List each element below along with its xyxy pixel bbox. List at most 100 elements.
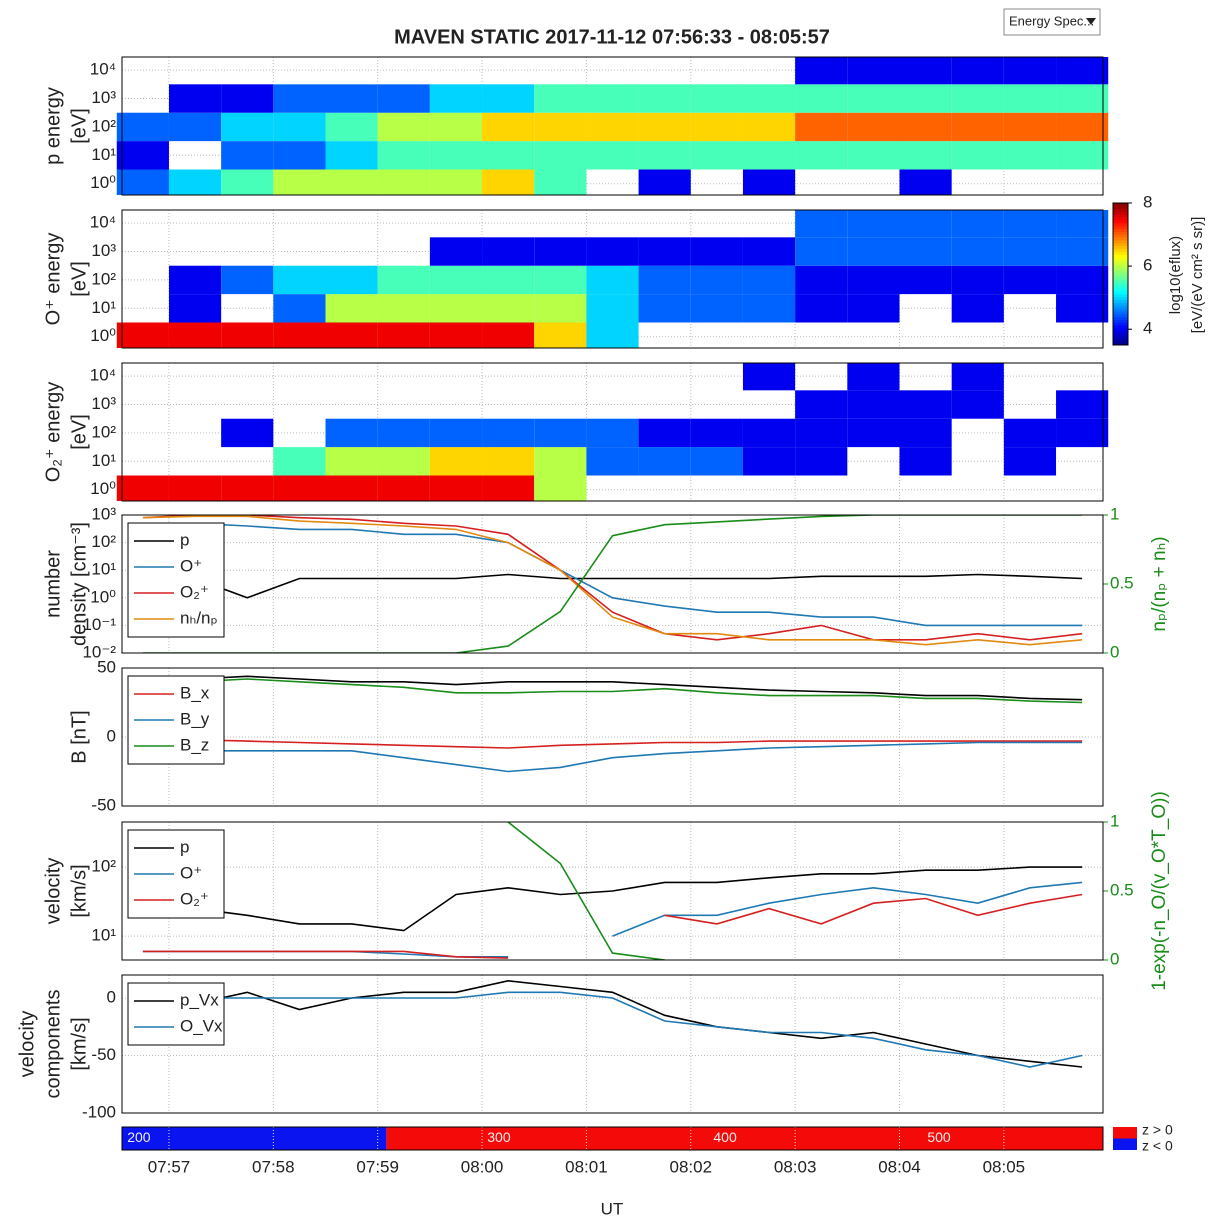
dropdown-box[interactable] [1003,8,1101,36]
heatmap-cell [690,265,743,295]
heatmap-cell [429,237,483,266]
colorbar-swatch [1113,308,1128,312]
orbit-segment [386,1127,1104,1150]
colorbar-swatch [1113,265,1128,269]
heatmap-cell [534,169,587,195]
colorbar-swatch [1113,327,1128,332]
dropdown-arrow[interactable] [1086,18,1096,25]
heatmap-cell [377,475,430,501]
legend-label: nₕ/nₚ [180,608,218,627]
y2-tick-label: 1 [1110,811,1119,830]
heatmap-cell [429,294,483,323]
heatmap-cell [899,141,952,170]
panel-bg [122,975,1103,1113]
y-axis-label: [km/s] [68,1017,90,1070]
heatmap-cell [1003,141,1057,170]
heatmap-cell [1056,237,1109,266]
heatmap-cell [951,112,1004,142]
heatmap-cell [690,447,743,476]
colorbar-swatch [1113,342,1128,346]
heatmap-cell [951,237,1004,266]
heatmap-cell [377,447,430,476]
y-axis-label: [eV] [68,261,90,297]
heatmap-cell [325,294,378,323]
y-tick-label: 0 [107,987,116,1006]
x-tick-label: 08:03 [774,1157,817,1176]
x-tick-label: 07:57 [148,1157,191,1176]
colorbar-swatch [1113,313,1128,318]
heatmap-cell [1056,390,1109,419]
heatmap-cell [951,57,1004,85]
panel-frame [121,56,1104,196]
heatmap-cell [429,84,483,113]
heatmap-cell [899,57,952,85]
heatmap-cell [638,141,691,170]
heatmap-cell [482,169,535,195]
heatmap-cell [586,141,639,170]
series-line [142,866,1083,932]
heatmap-cell [742,265,796,295]
colorbar-swatch [1113,208,1128,213]
heatmap-cell [847,84,900,113]
y-tick-label: 0 [107,726,116,745]
heatmap-cell [795,418,848,448]
legend-label: z > 0 [1142,1122,1173,1138]
panel-frame [121,667,1104,807]
heatmap-cell [795,390,848,419]
y-tick-label: 10² [91,269,116,288]
heatmap-cell [690,418,743,448]
series-line [142,741,1083,773]
colorbar-swatch [1113,276,1128,281]
colorbar-swatch [1113,228,1128,232]
legend: p O⁺ O₂⁺ [127,829,225,919]
heatmap-cell [534,237,587,266]
heatmap-cell [1056,294,1109,323]
dropdown-text[interactable]: Energy Spec... [1009,13,1094,28]
dropdown[interactable]: Energy Spec... [1003,8,1101,36]
heatmap-cell [325,418,378,448]
colorbar-swatch [1113,293,1128,298]
y-tick-label: 10³ [91,88,116,107]
heatmap-cell [742,112,796,142]
heatmap-cell [638,237,691,266]
heatmap-cell [795,141,848,170]
heatmap-cell [273,447,326,476]
y-axis-label: [km/s] [68,864,90,917]
y2-tick-label: 0 [1110,949,1119,968]
legend-label: O₂⁺ [180,889,209,908]
heatmap-cell [742,418,796,448]
heatmap-cell [795,447,848,476]
colorbar-swatch [1113,285,1128,289]
heatmap-cell [742,84,796,113]
heatmap-cell [168,265,222,295]
orbit-label: 300 [487,1129,511,1145]
legend-label: O⁺ [180,556,202,575]
heatmap-cell [847,418,900,448]
colorbar-swatch [1113,316,1128,320]
heatmap-cell [482,237,535,266]
colorbar-swatch [1113,205,1128,210]
heatmap-cell [1056,418,1109,448]
y-tick-label: 10¹ [91,298,116,317]
heatmap-cell [273,294,326,323]
y-tick-label: 10¹ [91,145,116,164]
heatmap-cell [951,141,1004,170]
y-axis-label: p energy [42,87,64,165]
heatmap-cell [377,84,430,113]
heatmap-cell [1003,57,1057,85]
colorbar-swatch [1113,256,1128,261]
heatmap-cell [951,265,1004,295]
series-line [507,822,665,960]
heatmap-cell [847,141,900,170]
heatmap-cell [116,112,169,142]
colorbar-swatch [1113,251,1128,255]
heatmap-cell [899,169,952,195]
legend: p_Vx O_Vx [127,982,225,1046]
legend-label: z < 0 [1142,1138,1173,1154]
y-tick-label: 10⁰ [90,587,116,606]
heatmap-cell [534,294,587,323]
heatmap-cell [690,112,743,142]
y-tick-label: 10¹ [91,451,116,470]
heatmap-cell [325,112,378,142]
y-tick-label: 10⁰ [90,326,116,345]
